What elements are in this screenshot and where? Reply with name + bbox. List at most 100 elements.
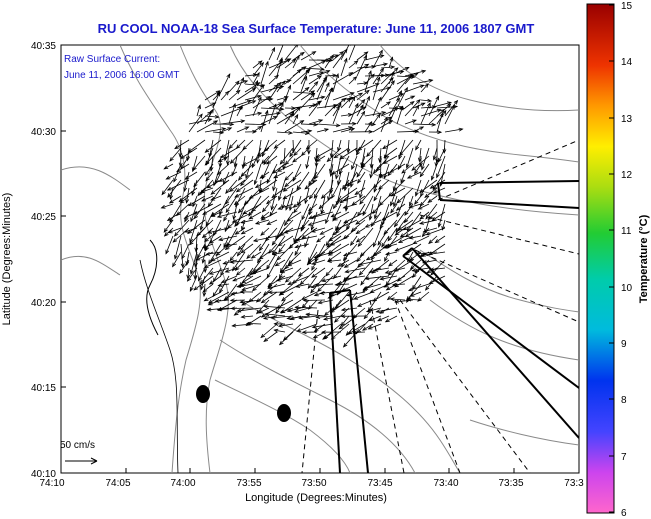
current-vector-head: [184, 175, 190, 180]
current-vector: [284, 171, 302, 187]
current-vector: [308, 219, 326, 226]
current-vector: [276, 58, 291, 69]
current-vector: [324, 87, 333, 109]
current-vector: [169, 147, 182, 162]
current-vector-head: [377, 317, 382, 322]
current-vector: [424, 187, 438, 198]
current-vector: [202, 243, 214, 248]
current-vector-head: [284, 182, 289, 188]
current-vector: [324, 82, 330, 93]
current-vector: [254, 163, 262, 185]
current-vector: [201, 195, 214, 202]
current-vector: [359, 187, 374, 205]
current-vector: [380, 77, 394, 93]
current-vector: [273, 171, 286, 179]
current-vector-head: [254, 79, 259, 85]
current-vector-head: [311, 273, 316, 278]
current-vector-head: [255, 82, 261, 87]
current-vector-head: [368, 129, 374, 134]
current-vector: [268, 58, 291, 69]
current-vector: [293, 147, 302, 156]
current-vector: [325, 203, 334, 224]
current-vector-head: [257, 152, 263, 157]
current-vector-head: [378, 173, 384, 178]
current-vector: [337, 187, 358, 202]
current-vector: [251, 251, 262, 259]
current-vector: [238, 195, 254, 213]
current-vector: [335, 155, 342, 179]
current-vector-head: [267, 285, 273, 290]
current-vector-head: [404, 86, 408, 92]
current-vector-head: [442, 109, 447, 115]
current-vector: [332, 126, 353, 133]
current-vector: [248, 195, 262, 217]
current-vector: [245, 155, 254, 179]
current-vector-head: [342, 197, 348, 202]
current-vector-head: [446, 101, 452, 106]
current-vector: [380, 117, 388, 133]
current-vector: [395, 243, 414, 252]
current-vector: [225, 179, 238, 194]
current-vector-head: [330, 292, 335, 298]
current-vector: [356, 139, 366, 156]
current-vector-head: [441, 225, 446, 231]
current-vector-head: [183, 187, 188, 193]
colorbar-tick-label: 7: [621, 452, 627, 463]
current-vector: [388, 67, 409, 77]
current-vector: [284, 85, 291, 101]
current-vector-head: [313, 122, 319, 127]
current-vector: [253, 235, 278, 242]
current-vector-head: [288, 130, 294, 135]
current-vector-head: [224, 243, 230, 248]
current-vector: [161, 203, 174, 209]
current-vector-head: [292, 203, 298, 208]
current-vector-head: [241, 279, 246, 284]
current-vector-head: [272, 116, 278, 120]
current-vector: [381, 211, 398, 221]
current-vector-head: [372, 183, 378, 189]
current-vector: [316, 155, 326, 162]
current-vector-head: [321, 278, 327, 283]
current-vector-head: [359, 199, 364, 205]
current-vector-head: [352, 330, 358, 335]
current-vector: [215, 299, 230, 302]
current-vector-head: [291, 58, 297, 64]
current-vector-head: [339, 199, 345, 204]
current-vector-head: [440, 108, 445, 114]
current-vector-head: [278, 248, 283, 254]
current-vector-head: [408, 73, 413, 79]
current-vector-head: [371, 122, 377, 127]
current-vector: [430, 179, 446, 189]
current-vector: [195, 235, 198, 252]
current-vector: [316, 59, 330, 61]
current-vector-head: [286, 58, 292, 63]
current-vector: [350, 163, 358, 188]
current-vector: [328, 291, 342, 299]
current-vector: [200, 275, 206, 290]
current-vector: [236, 139, 246, 149]
current-vector-head: [335, 200, 340, 206]
current-vector: [220, 73, 231, 93]
current-vector-head: [358, 92, 364, 97]
current-vector-head: [439, 112, 444, 118]
current-vector: [308, 75, 322, 85]
current-vector-head: [432, 189, 438, 194]
current-vector-head: [283, 39, 286, 43]
current-vector: [331, 179, 342, 199]
current-vector: [398, 219, 414, 231]
current-vector-head: [296, 185, 301, 191]
current-vector-head: [240, 119, 246, 124]
current-vector-head: [279, 85, 285, 90]
current-vector: [263, 147, 278, 165]
current-vector: [357, 299, 374, 307]
current-vector: [204, 102, 216, 109]
current-vector: [283, 179, 302, 192]
station-marker-west: [196, 385, 210, 403]
current-vector-head: [399, 105, 404, 111]
current-vector-head: [271, 249, 277, 255]
current-vector: [207, 179, 222, 189]
current-vector-head: [209, 108, 214, 114]
current-vector: [228, 90, 241, 101]
current-vector-head: [166, 186, 172, 191]
current-vector-head: [169, 194, 174, 200]
